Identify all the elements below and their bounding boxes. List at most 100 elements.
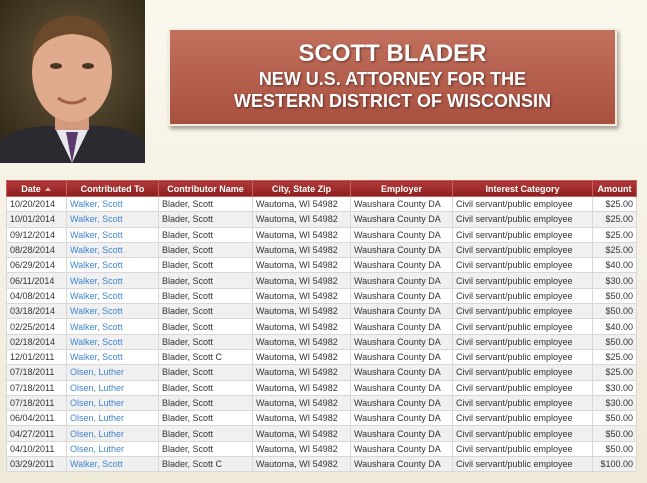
table-cell: Wautoma, WI 54982 bbox=[252, 257, 351, 274]
header-text: Contributed To bbox=[80, 183, 145, 194]
link-cell[interactable]: Walker, Scott bbox=[66, 272, 159, 289]
table-cell: Waushara County DA bbox=[350, 257, 453, 274]
table-cell: Waushara County DA bbox=[350, 333, 453, 350]
table-cell: 07/18/2011 bbox=[6, 394, 67, 412]
table-cell: Waushara County DA bbox=[350, 425, 453, 442]
link-cell[interactable]: Walker, Scott bbox=[66, 241, 159, 259]
column-header: Amount bbox=[592, 180, 637, 197]
table-cell: Blader, Scott bbox=[158, 272, 253, 289]
table-row: 08/28/2014 Walker, Scott Blader, Scott Waut… bbox=[6, 241, 637, 259]
table-cell: Civil servant/public employee bbox=[452, 379, 593, 396]
table-cell: Civil servant/public employee bbox=[452, 364, 593, 381]
table-cell: 07/18/2011 bbox=[6, 364, 67, 381]
table-cell: $40.00 bbox=[592, 257, 637, 274]
table-cell: 10/01/2014 bbox=[6, 211, 67, 228]
link-cell[interactable]: Walker, Scott bbox=[66, 195, 159, 213]
table-cell: Civil servant/public employee bbox=[452, 226, 593, 243]
table-cell: Wautoma, WI 54982 bbox=[252, 440, 351, 458]
table-cell: Blader, Scott C bbox=[158, 456, 253, 473]
link-cell[interactable]: Walker, Scott bbox=[66, 287, 159, 305]
table-cell: Civil servant/public employee bbox=[452, 211, 593, 228]
table-cell: Waushara County DA bbox=[350, 440, 453, 458]
table-cell: Wautoma, WI 54982 bbox=[252, 211, 351, 228]
table-row: 12/01/2011 Walker, Scott Blader, Scott C Wa… bbox=[6, 348, 637, 366]
column-header: Employer bbox=[350, 180, 453, 197]
table-cell: $40.00 bbox=[592, 318, 637, 335]
header-text: Interest Category bbox=[485, 183, 560, 194]
table-cell: 12/01/2011 bbox=[6, 348, 67, 366]
table-cell: 10/20/2014 bbox=[6, 195, 67, 213]
link-cell[interactable]: Walker, Scott bbox=[66, 257, 159, 274]
link-cell[interactable]: Olsen, Luther bbox=[66, 379, 159, 396]
table-cell: $50.00 bbox=[592, 287, 637, 305]
link-cell[interactable]: Olsen, Luther bbox=[66, 364, 159, 381]
link-cell[interactable]: Olsen, Luther bbox=[66, 394, 159, 412]
table-cell: Waushara County DA bbox=[350, 195, 453, 213]
link-cell[interactable]: Olsen, Luther bbox=[66, 440, 159, 458]
link-cell[interactable]: Olsen, Luther bbox=[66, 410, 159, 427]
table-cell: Waushara County DA bbox=[350, 318, 453, 335]
table-cell: Waushara County DA bbox=[350, 394, 453, 412]
table-row: 03/29/2011 Walker, Scott Blader, Scott C Wa… bbox=[6, 456, 637, 473]
table-cell: 04/08/2014 bbox=[6, 287, 67, 305]
title-box: SCOTT BLADER NEW U.S. ATTORNEY FOR THE W… bbox=[168, 28, 617, 126]
link-cell[interactable]: Walker, Scott bbox=[66, 456, 159, 473]
table-cell: Waushara County DA bbox=[350, 456, 453, 473]
link-cell[interactable]: Walker, Scott bbox=[66, 333, 159, 350]
table-cell: Civil servant/public employee bbox=[452, 456, 593, 473]
column-header: Date bbox=[6, 180, 67, 197]
table-cell: Blader, Scott C bbox=[158, 348, 253, 366]
table-cell: Civil servant/public employee bbox=[452, 303, 593, 320]
table-cell: Waushara County DA bbox=[350, 287, 453, 305]
table-row: 04/08/2014 Walker, Scott Blader, Scott Waut… bbox=[6, 287, 637, 305]
table-cell: Wautoma, WI 54982 bbox=[252, 348, 351, 366]
header-text: Date bbox=[21, 183, 41, 194]
table-cell: Civil servant/public employee bbox=[452, 241, 593, 259]
table-cell: Blader, Scott bbox=[158, 287, 253, 305]
table-cell: 09/12/2014 bbox=[6, 226, 67, 243]
table-row: 02/25/2014 Walker, Scott Blader, Scott Waut… bbox=[6, 318, 637, 335]
table-row: 03/18/2014 Walker, Scott Blader, Scott Waut… bbox=[6, 303, 637, 320]
link-cell[interactable]: Walker, Scott bbox=[66, 318, 159, 335]
table-cell: Waushara County DA bbox=[350, 241, 453, 259]
link-cell[interactable]: Walker, Scott bbox=[66, 226, 159, 243]
table-row: 07/18/2011 Olsen, Luther Blader, Scott Waut… bbox=[6, 364, 637, 381]
table-row: 06/29/2014 Walker, Scott Blader, Scott Waut… bbox=[6, 257, 637, 274]
table-cell: Blader, Scott bbox=[158, 257, 253, 274]
link-cell[interactable]: Walker, Scott bbox=[66, 303, 159, 320]
table-cell: $30.00 bbox=[592, 272, 637, 289]
table-cell: 02/25/2014 bbox=[6, 318, 67, 335]
table-cell: $50.00 bbox=[592, 410, 637, 427]
table-cell: Waushara County DA bbox=[350, 303, 453, 320]
sort-icon[interactable] bbox=[44, 186, 52, 192]
header-text: Employer bbox=[380, 183, 422, 194]
table-row: 06/11/2014 Walker, Scott Blader, Scott Waut… bbox=[6, 272, 637, 289]
table-cell: 03/29/2011 bbox=[6, 456, 67, 473]
table-cell: $50.00 bbox=[592, 303, 637, 320]
table-cell: Civil servant/public employee bbox=[452, 195, 593, 213]
header-text: City, State Zip bbox=[271, 183, 332, 194]
table-cell: 04/10/2011 bbox=[6, 440, 67, 458]
title-name: SCOTT BLADER bbox=[298, 40, 487, 67]
table-cell: Blader, Scott bbox=[158, 333, 253, 350]
table-row: 10/20/2014 Walker, Scott Blader, Scott Waut… bbox=[6, 195, 637, 213]
table-row: 06/04/2011 Olsen, Luther Blader, Scott Waut… bbox=[6, 410, 637, 427]
table-cell: Blader, Scott bbox=[158, 364, 253, 381]
table-cell: Wautoma, WI 54982 bbox=[252, 364, 351, 381]
link-cell[interactable]: Olsen, Luther bbox=[66, 425, 159, 442]
table-cell: $25.00 bbox=[592, 195, 637, 213]
table-cell: Waushara County DA bbox=[350, 410, 453, 427]
table-cell: Blader, Scott bbox=[158, 410, 253, 427]
table-cell: Waushara County DA bbox=[350, 348, 453, 366]
table-cell: 06/04/2011 bbox=[6, 410, 67, 427]
table-row: 04/27/2011 Olsen, Luther Blader, Scott Waut… bbox=[6, 425, 637, 442]
table-cell: Civil servant/public employee bbox=[452, 318, 593, 335]
table-cell: Waushara County DA bbox=[350, 379, 453, 396]
link-cell[interactable]: Walker, Scott bbox=[66, 348, 159, 366]
table-row: 09/12/2014 Walker, Scott Blader, Scott Waut… bbox=[6, 226, 637, 243]
table-cell: Blader, Scott bbox=[158, 303, 253, 320]
table-cell: Wautoma, WI 54982 bbox=[252, 333, 351, 350]
title-line: NEW U.S. ATTORNEY FOR THE bbox=[258, 69, 527, 89]
link-cell[interactable]: Walker, Scott bbox=[66, 211, 159, 228]
table-cell: Blader, Scott bbox=[158, 440, 253, 458]
